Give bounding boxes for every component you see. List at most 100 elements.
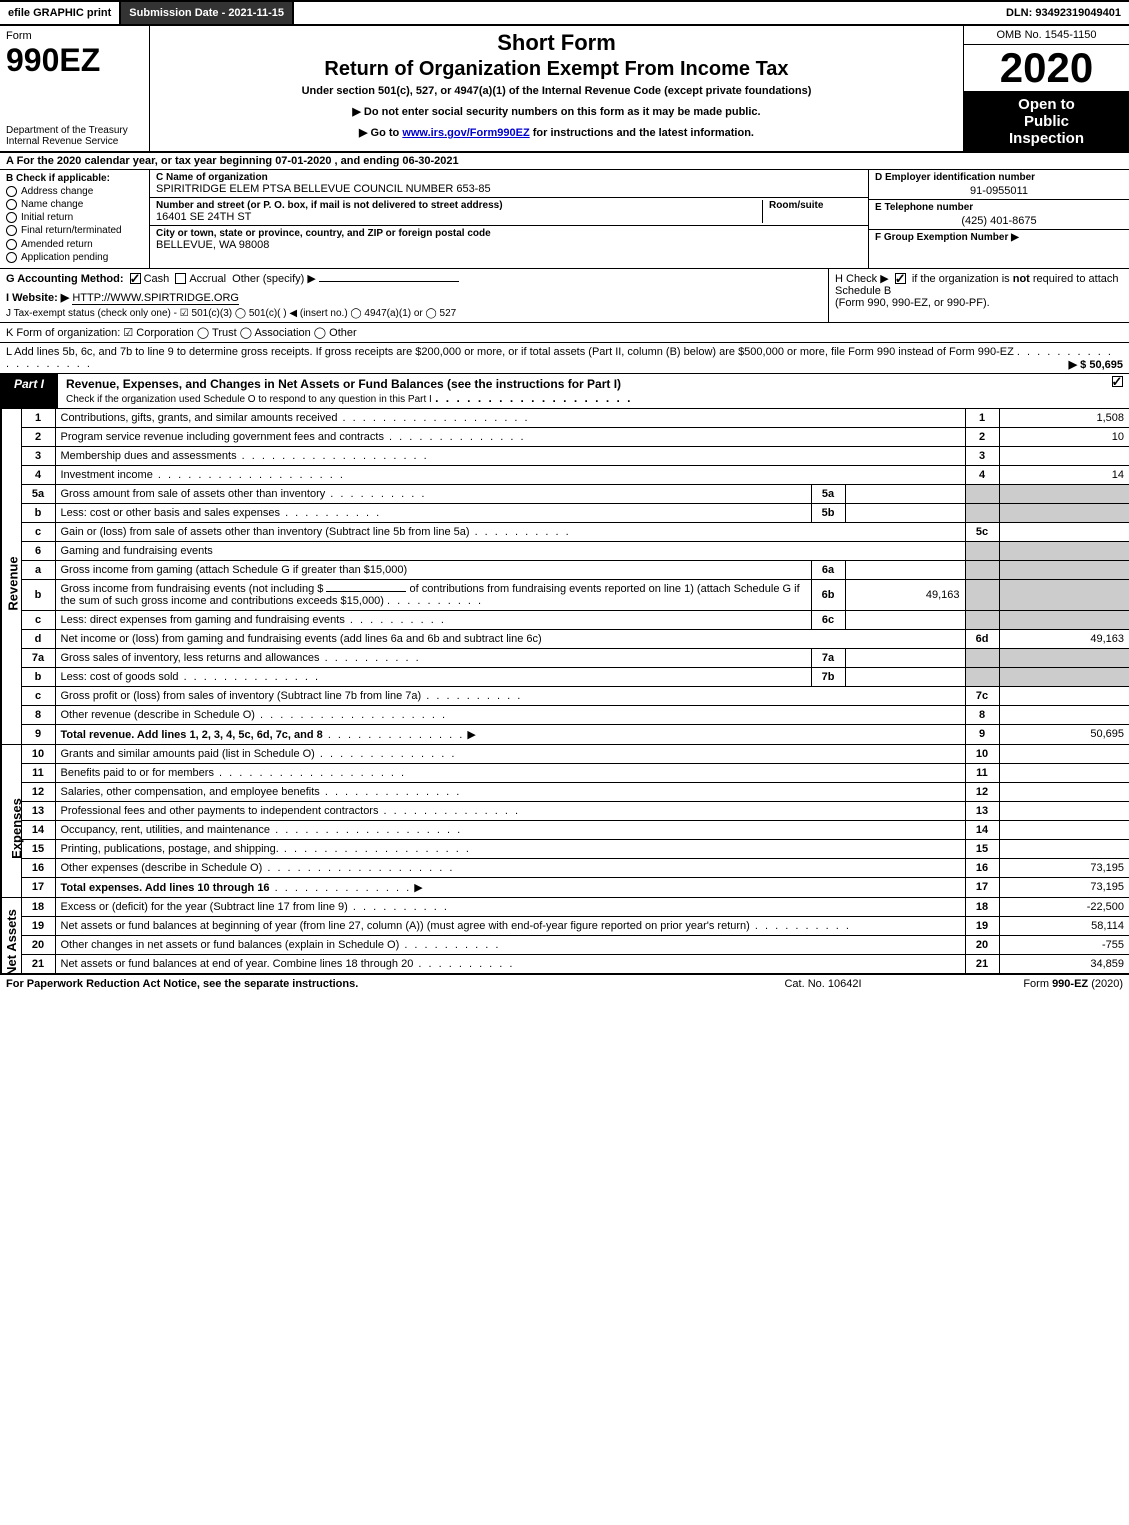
page-footer: For Paperwork Reduction Act Notice, see … xyxy=(0,974,1129,993)
row-h: H Check ▶ if the organization is not req… xyxy=(829,269,1129,322)
chk-accrual[interactable] xyxy=(175,273,186,284)
section-a-tax-year: A For the 2020 calendar year, or tax yea… xyxy=(0,153,1129,170)
desc-text: Total expenses. Add lines 10 through 16 xyxy=(61,882,270,894)
desc-text: Net assets or fund balances at beginning… xyxy=(61,920,750,932)
line-desc: Investment income xyxy=(55,465,965,484)
dln: DLN: 93492319049401 xyxy=(998,2,1129,24)
desc-text: Membership dues and assessments xyxy=(61,450,237,462)
col-shaded xyxy=(965,484,999,503)
city: BELLEVUE, WA 98008 xyxy=(156,239,862,251)
notice2-pre: ▶ Go to xyxy=(359,127,402,139)
line-desc: Gross amount from sale of assets other t… xyxy=(55,484,811,503)
h-not: not xyxy=(1013,273,1030,285)
minibox-num: 5a xyxy=(811,484,845,503)
line-num: 9 xyxy=(21,724,55,744)
amount: 50,695 xyxy=(999,724,1129,744)
checkbox-icon xyxy=(1112,376,1123,387)
minibox-num: 6c xyxy=(811,610,845,629)
h-text2: if the organization is xyxy=(912,273,1013,285)
line-17: 17 Total expenses. Add lines 10 through … xyxy=(1,877,1129,897)
line-6b: b Gross income from fundraising events (… xyxy=(1,579,1129,610)
dots-icon xyxy=(280,507,381,519)
chk-h[interactable] xyxy=(895,273,906,284)
line-num: 17 xyxy=(21,877,55,897)
line-num: a xyxy=(21,560,55,579)
dots-icon xyxy=(337,412,529,424)
line-num: 8 xyxy=(21,705,55,724)
arrow-icon xyxy=(411,882,423,894)
part-i-tab: Part I xyxy=(0,374,58,408)
footer-bold: 990-EZ xyxy=(1052,978,1088,990)
desc-text: Gross income from fundraising events (no… xyxy=(61,583,324,595)
sidebar-expenses-label: Expenses xyxy=(9,798,24,859)
amount xyxy=(999,820,1129,839)
blank-input[interactable] xyxy=(326,591,406,592)
col-num: 10 xyxy=(965,744,999,763)
phone: (425) 401-8675 xyxy=(875,215,1123,227)
amount: -755 xyxy=(999,935,1129,954)
h-text4: (Form 990, 990-EZ, or 990-PF). xyxy=(835,297,990,309)
line-num: 7a xyxy=(21,648,55,667)
col-num: 2 xyxy=(965,427,999,446)
topbar: efile GRAPHIC print Submission Date - 20… xyxy=(0,0,1129,26)
part-i-subtitle: Check if the organization used Schedule … xyxy=(66,394,432,405)
irs-link[interactable]: www.irs.gov/Form990EZ xyxy=(402,127,529,139)
minibox-val xyxy=(845,484,965,503)
open-line3: Inspection xyxy=(968,130,1125,147)
row-gh: G Accounting Method: Cash Accrual Other … xyxy=(0,269,1129,323)
amount xyxy=(999,744,1129,763)
chk-amended-return[interactable]: Amended return xyxy=(6,239,143,250)
dept-line1: Department of the Treasury xyxy=(6,125,143,136)
phone-label: E Telephone number xyxy=(875,202,1123,213)
dots-icon xyxy=(262,862,454,874)
amount xyxy=(999,705,1129,724)
col-num: 21 xyxy=(965,954,999,973)
chk-cash[interactable] xyxy=(130,273,141,284)
col-shaded xyxy=(965,560,999,579)
form-header: Form 990EZ Department of the Treasury In… xyxy=(0,26,1129,153)
other-input[interactable] xyxy=(319,281,459,282)
form-label: Form xyxy=(6,30,143,42)
chk-initial-return[interactable]: Initial return xyxy=(6,212,143,223)
line-desc: Net assets or fund balances at end of ye… xyxy=(55,954,965,973)
header-center: Short Form Return of Organization Exempt… xyxy=(150,26,964,151)
col-num: 17 xyxy=(965,877,999,897)
amount xyxy=(999,763,1129,782)
efile-print[interactable]: efile GRAPHIC print xyxy=(0,2,121,24)
line-desc: Total expenses. Add lines 10 through 16 xyxy=(55,877,965,897)
g-label: G Accounting Method: xyxy=(6,273,124,285)
line-num: d xyxy=(21,629,55,648)
chk-name-change[interactable]: Name change xyxy=(6,199,143,210)
phone-row: E Telephone number (425) 401-8675 xyxy=(869,200,1129,230)
part-i-title-text: Revenue, Expenses, and Changes in Net As… xyxy=(66,377,621,391)
part-i-check[interactable] xyxy=(1105,374,1129,408)
col-b-label: B Check if applicable: xyxy=(6,173,143,184)
line-num: 12 xyxy=(21,782,55,801)
chk-application-pending[interactable]: Application pending xyxy=(6,252,143,263)
line-desc: Printing, publications, postage, and shi… xyxy=(55,839,965,858)
desc-text: Other changes in net assets or fund bala… xyxy=(61,939,400,951)
ein: 91-0955011 xyxy=(875,185,1123,197)
minibox-num: 6a xyxy=(811,560,845,579)
dots-icon xyxy=(750,920,851,932)
desc-text: Gain or (loss) from sale of assets other… xyxy=(61,526,470,538)
chk-label: Address change xyxy=(21,186,93,197)
chk-final-return[interactable]: Final return/terminated xyxy=(6,225,143,236)
line-desc: Less: cost of goods sold xyxy=(55,667,811,686)
line-num: b xyxy=(21,503,55,522)
minibox-val xyxy=(845,648,965,667)
line-desc: Net income or (loss) from gaming and fun… xyxy=(55,629,965,648)
footer-post: (2020) xyxy=(1088,978,1123,990)
website-url[interactable]: HTTP://WWW.SPIRTRIDGE.ORG xyxy=(72,292,239,305)
sidebar-netassets: Net Assets xyxy=(1,897,21,973)
line-14: 14 Occupancy, rent, utilities, and maint… xyxy=(1,820,1129,839)
chk-address-change[interactable]: Address change xyxy=(6,186,143,197)
circle-icon xyxy=(6,252,17,263)
line-num: 19 xyxy=(21,916,55,935)
title-short-form: Short Form xyxy=(158,30,955,56)
line-15: 15 Printing, publications, postage, and … xyxy=(1,839,1129,858)
amount-shaded xyxy=(999,579,1129,610)
dots-icon xyxy=(384,431,526,443)
circle-icon xyxy=(6,199,17,210)
line-desc: Professional fees and other payments to … xyxy=(55,801,965,820)
